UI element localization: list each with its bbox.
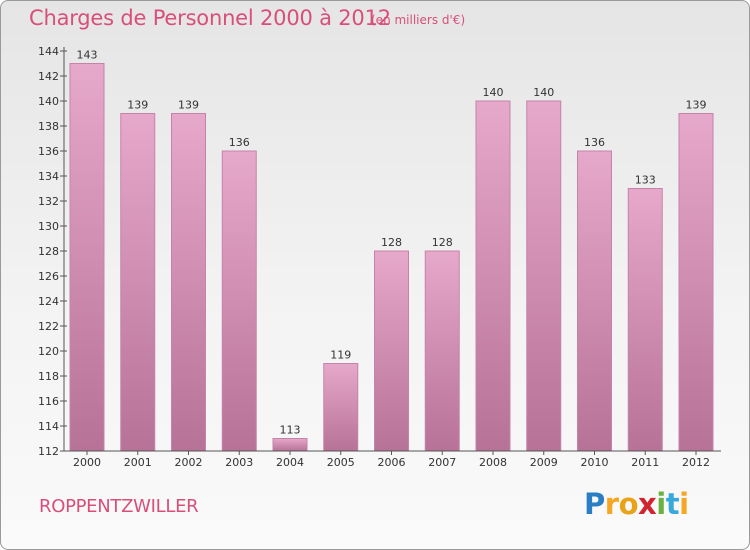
bar [627,188,663,452]
axes-group: 2000 2001 2002 2003 2004 2005 2006 2007 2008 2009… [38,45,721,469]
value-label: 139 [127,99,148,112]
value-label: 136 [584,136,605,149]
logo-letter: i [656,487,666,521]
value-label: 128 [381,236,402,249]
bar [69,63,105,452]
bar [577,150,612,452]
x-tick-label: 2000 [73,456,101,469]
value-label: 139 [686,99,707,112]
y-tick-label: 120 [38,345,59,358]
bar [171,113,206,452]
bar [475,100,511,452]
y-tick-label: 142 [38,70,59,83]
y-tick-label: 122 [38,320,59,333]
y-tick-label: 144 [38,45,59,58]
logo-letter: r [604,487,619,521]
x-tick-label: 2012 [682,456,710,469]
y-tick-label: 136 [38,145,59,158]
value-label: 128 [432,236,453,249]
y-tick-label: 128 [38,245,59,258]
bar [120,113,156,452]
y-tick-label: 138 [38,120,59,133]
bar [526,100,562,452]
chart-subtitle: (en milliers d'€) [371,13,466,27]
logo-letter: o [618,487,639,521]
y-tick-label: 116 [38,395,59,408]
value-label: 143 [77,49,98,62]
x-tick-label: 2005 [327,456,355,469]
value-label: 140 [533,86,554,99]
bar [323,363,359,452]
value-label: 113 [280,424,301,437]
logo-letter: x [638,487,657,521]
proxiti-logo[interactable]: Proxiti [584,487,689,521]
bar [424,250,460,452]
y-tick-label: 132 [38,195,59,208]
y-tick-label: 140 [38,95,59,108]
logo-letter: i [679,487,689,521]
bars-group: 143 139 139 136 113 119 128 128 140 140 136 133 139 [69,49,714,452]
bar [272,438,308,452]
y-tick-label: 126 [38,270,59,283]
x-tick-label: 2011 [631,456,659,469]
x-tick-label: 2002 [175,456,203,469]
bar [678,113,714,452]
chart-title: Charges de Personnel 2000 à 2012 [29,6,391,30]
x-tick-label: 2008 [479,456,507,469]
logo-letter: P [584,487,605,521]
commune-name: ROPPENTZWILLER [39,496,199,517]
x-tick-label: 2001 [124,456,152,469]
x-tick-label: 2007 [428,456,456,469]
logo-letter: t [665,487,680,521]
y-tick-label: 130 [38,220,59,233]
value-label: 136 [229,136,250,149]
y-tick-label: 112 [38,445,59,458]
x-tick-label: 2003 [225,456,253,469]
x-tick-label: 2010 [581,456,609,469]
y-tick-label: 114 [38,420,59,433]
value-label: 140 [483,86,504,99]
value-label: 139 [178,99,199,112]
y-tick-label: 118 [38,370,59,383]
x-tick-label: 2009 [530,456,558,469]
value-label: 119 [330,349,351,362]
y-tick-label: 124 [38,295,59,308]
bar [221,150,257,452]
x-tick-label: 2006 [378,456,406,469]
bar [374,250,409,452]
value-label: 133 [635,174,656,187]
y-tick-label: 134 [38,170,59,183]
x-tick-label: 2004 [276,456,304,469]
